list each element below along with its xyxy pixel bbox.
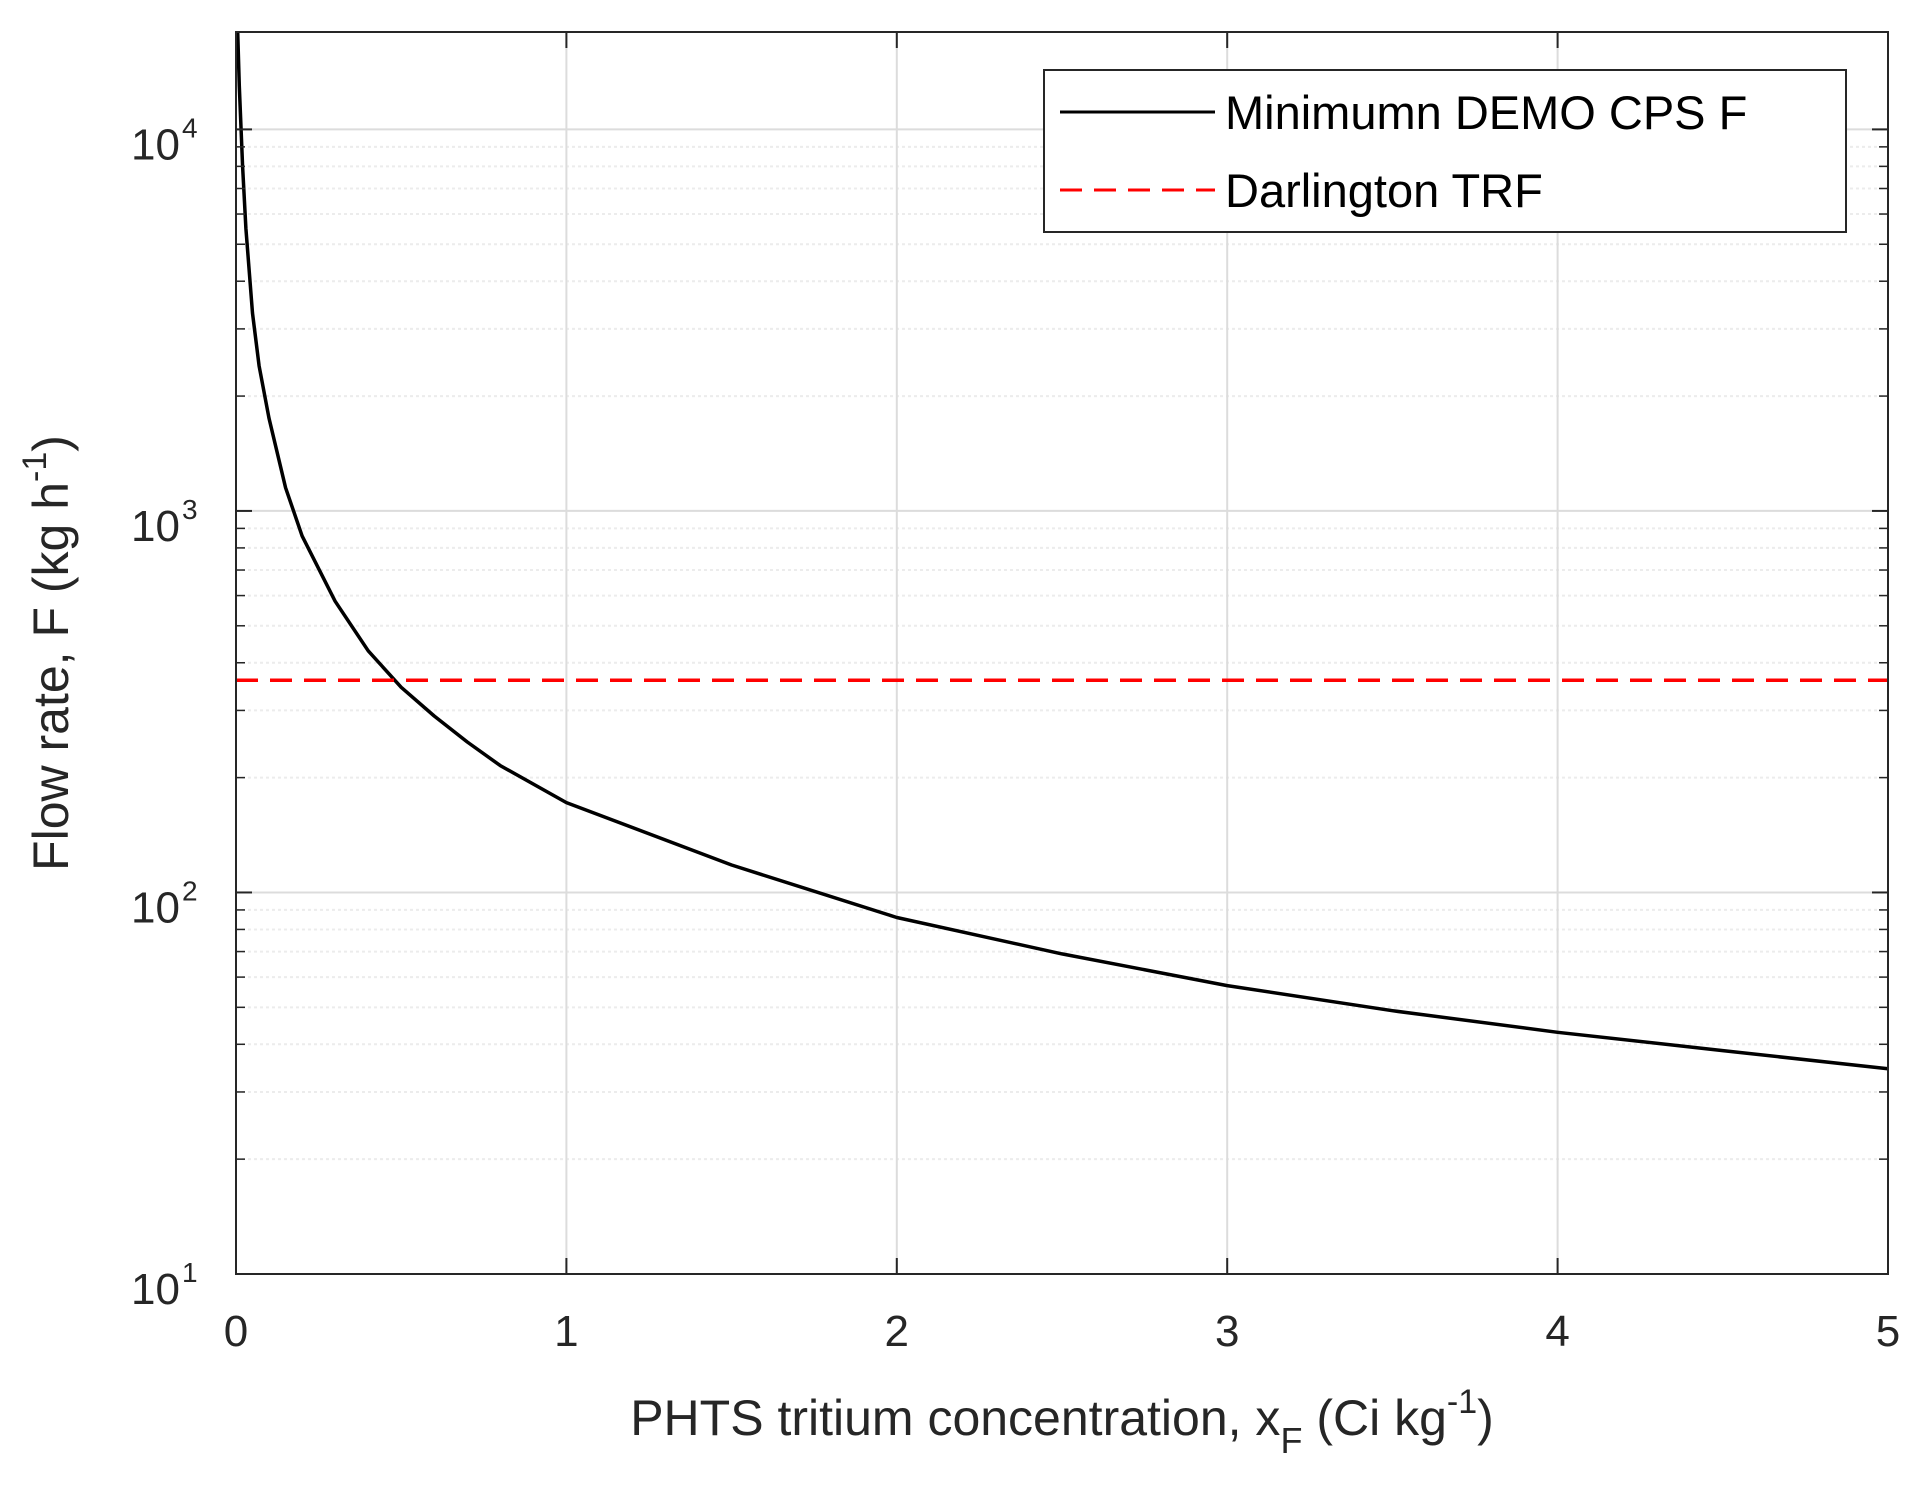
x-tick-label: 2 <box>885 1307 909 1356</box>
series-line-minimum-demo <box>235 31 1889 1071</box>
y-tick-label-exponent: 3 <box>182 494 198 525</box>
x-axis-label: PHTS tritium concentration, xF (Ci kg-1) <box>630 1383 1494 1461</box>
y-tick-label-exponent: 1 <box>182 1257 198 1288</box>
y-tick-label-exponent: 4 <box>182 112 198 143</box>
y-tick-label: 10 <box>131 883 180 932</box>
x-tick-label: 0 <box>224 1307 248 1356</box>
plot-area <box>236 32 1888 1274</box>
x-tick-label: 5 <box>1876 1307 1900 1356</box>
axes-box <box>235 31 1889 1275</box>
y-tick-label: 10 <box>131 502 180 551</box>
x-tick-label: 1 <box>554 1307 578 1356</box>
x-tick-label: 4 <box>1545 1307 1569 1356</box>
x-tick-label: 3 <box>1215 1307 1239 1356</box>
y-axis-label: Flow rate, F (kg h-1) <box>16 435 79 871</box>
legend-label-darlington: Darlington TRF <box>1225 164 1543 217</box>
y-tick-label: 10 <box>131 1265 180 1314</box>
legend-label-minimum-demo: Minimumn DEMO CPS F <box>1225 86 1747 139</box>
legend-box <box>1043 69 1847 233</box>
series-layer <box>235 31 1889 1071</box>
legend: Minimumn DEMO CPS F Darlington TRF <box>1043 69 1847 233</box>
y-tick-label-exponent: 2 <box>182 875 198 906</box>
y-tick-label: 10 <box>131 120 180 169</box>
